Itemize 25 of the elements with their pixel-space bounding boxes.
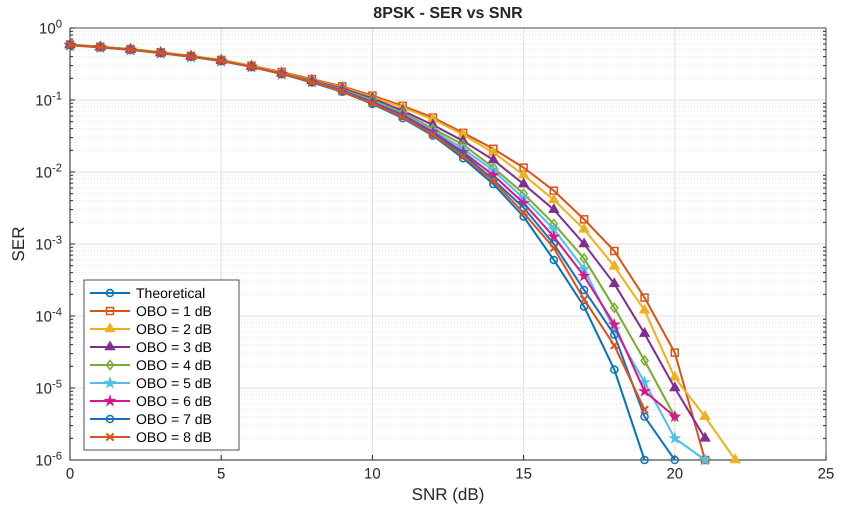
legend-label: OBO = 4 dB [136,356,212,373]
y-tick-label: 10$^{-5}$ [35,378,62,398]
x-axis-title: SNR (dB) [412,485,484,504]
x-tick-label: 10 [364,466,381,483]
legend-label: OBO = 6 dB [136,392,212,409]
y-tick-label: 10$^{-1}$ [35,90,62,110]
y-axis-title: SER [9,226,28,262]
y-tick-label: 10$^{-3}$ [35,234,62,254]
x-tick-label: 25 [818,466,834,483]
x-tick-label: 0 [66,466,74,483]
x-tick-label: 5 [217,466,226,483]
y-tick-label: 10$^{-2}$ [35,162,62,182]
chart-title: 8PSK - SER vs SNR [373,5,524,22]
legend-label: OBO = 3 dB [136,338,212,355]
y-tick-label: 10$^{0}$ [39,18,62,38]
legend-label: OBO = 2 dB [136,320,212,337]
legend-label: OBO = 8 dB [136,428,212,445]
legend-label: OBO = 1 dB [136,302,212,319]
legend-label: Theoretical [136,284,206,301]
x-tick-label: 15 [515,466,532,483]
legend-label: OBO = 5 dB [136,374,212,391]
x-tick-label: 20 [666,466,684,483]
y-tick-label: 10$^{-4}$ [35,306,62,326]
legend-label: OBO = 7 dB [136,410,212,427]
y-tick-label: 10$^{-6}$ [35,450,62,470]
